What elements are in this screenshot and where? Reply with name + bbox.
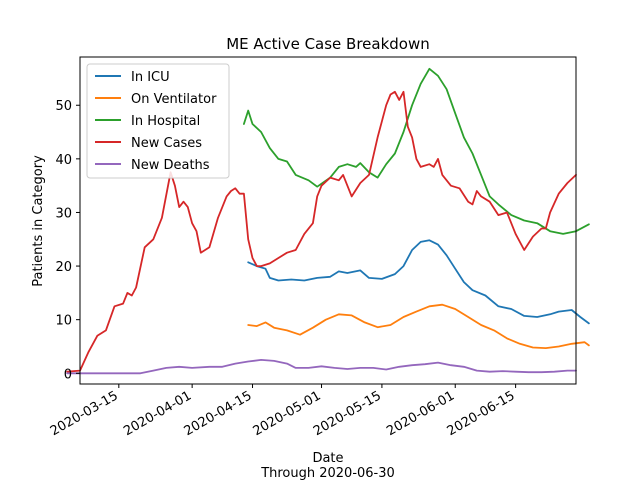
plot-frame [79, 56, 577, 385]
legend: In ICU On Ventilator In Hospital New Cases N… [86, 63, 230, 179]
x-tick-label: 2020-04-15 [182, 388, 255, 439]
series-line-4 [66, 359, 577, 375]
x-tick-label: 2020-05-15 [311, 388, 384, 439]
y-tick-label: 20 [55, 260, 72, 275]
legend-frame [86, 63, 230, 179]
x-axis-sublabel: Through 2020-06-30 [260, 466, 395, 480]
legend-label: New Cases [131, 136, 202, 151]
x-axis-label: Date [312, 451, 343, 466]
x-tick-label: 2020-06-15 [445, 388, 518, 439]
legend-label: In Hospital [131, 114, 200, 129]
y-axis: 0 10 20 30 40 50 [55, 99, 80, 382]
x-tick-label: 2020-06-01 [384, 388, 457, 439]
x-tick-label: 2020-05-01 [251, 388, 324, 439]
series-line-2 [243, 67, 590, 235]
y-tick-label: 50 [55, 99, 72, 114]
x-tick-label: 2020-04-01 [121, 388, 194, 439]
legend-label: In ICU [131, 70, 170, 85]
series-lines [66, 67, 590, 375]
series-line-3 [66, 90, 577, 373]
y-tick-label: 0 [64, 367, 72, 382]
x-tick-label: 2020-03-15 [48, 388, 121, 439]
legend-label: New Deaths [131, 158, 210, 173]
x-axis: 2020-03-15 2020-04-012020-04-152020-05-01… [48, 384, 518, 439]
series-line-1 [247, 303, 590, 349]
legend-label: On Ventilator [131, 92, 217, 107]
chart-title: ME Active Case Breakdown [226, 35, 430, 53]
y-tick-label: 30 [55, 206, 72, 221]
y-tick-label: 40 [55, 153, 72, 168]
series-line-0 [247, 239, 590, 325]
y-tick-label: 10 [55, 314, 72, 329]
y-axis-label: Patients in Category [31, 155, 46, 287]
